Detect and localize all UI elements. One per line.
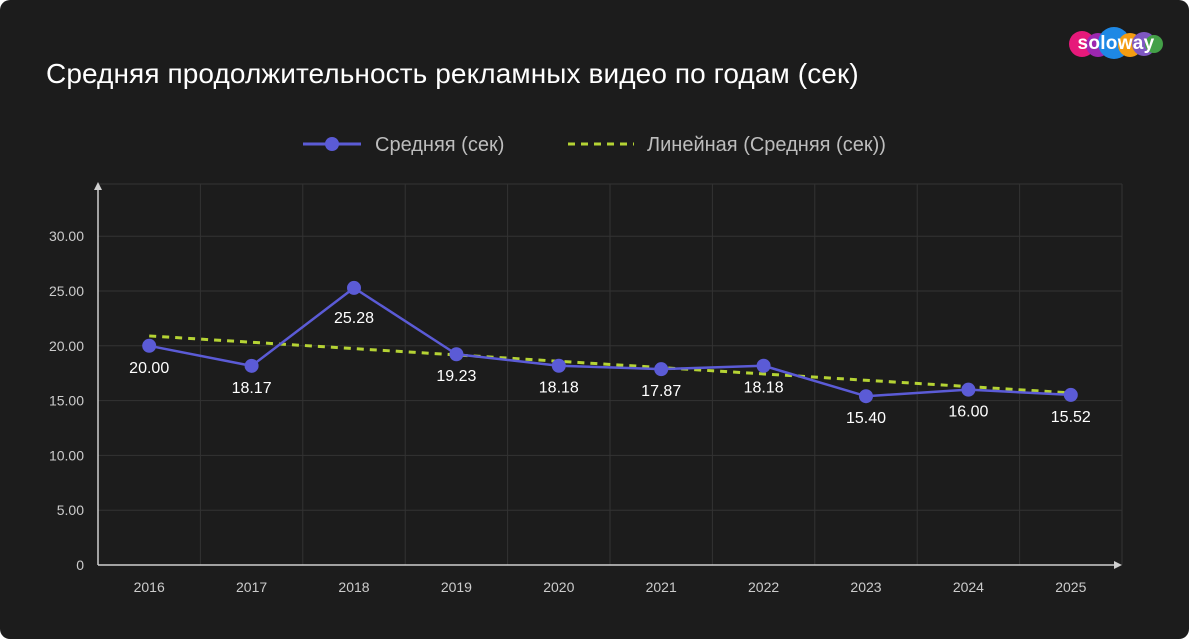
x-tick-label: 2018 [338,579,369,595]
y-axis-arrow [94,182,102,190]
legend-label-trend[interactable]: Линейная (Средняя (сек)) [647,134,886,156]
logo-circle-6 [1145,35,1163,53]
trendline [149,334,1071,395]
x-tick-label: 2019 [441,579,472,595]
soloway-logo: soloway [1068,26,1164,62]
chart-legend[interactable]: Средняя (сек) Линейная (Средняя (сек)) [303,134,886,156]
y-tick-label: 25.00 [49,283,84,299]
y-tick-label: 5.00 [57,502,84,518]
x-tick-label: 2020 [543,579,574,595]
y-tick-label: 30.00 [49,228,84,244]
data-point[interactable] [654,362,669,377]
data-point[interactable] [551,358,566,373]
data-point[interactable] [859,389,873,404]
y-axis-ticks: 0 5.00 10.00 15.00 20.00 25.00 30.00 [49,228,84,573]
y-tick-label: 10.00 [49,447,84,463]
data-point[interactable] [244,358,259,373]
legend-marker-dot [325,137,339,151]
x-tick-label: 2022 [748,579,779,595]
data-point[interactable] [449,347,464,362]
data-label: 17.87 [641,383,681,400]
data-label: 15.40 [846,410,886,427]
data-label: 18.17 [232,380,272,397]
y-tick-label: 20.00 [49,338,84,354]
chart-title: Средняя продолжительность рекламных виде… [46,58,859,89]
logo-circles [1069,27,1163,59]
trendline-path [149,334,1071,395]
legend-label-average[interactable]: Средняя (сек) [375,134,504,156]
data-label: 16.00 [948,404,988,421]
x-tick-label: 2025 [1055,579,1086,595]
data-label: 20.00 [129,360,169,377]
x-axis-ticks: 2016 2017 2018 2019 2020 2021 2022 2023 2024 2025 [134,579,1087,595]
data-label: 18.18 [539,380,579,397]
data-label: 25.28 [334,310,374,327]
data-point[interactable] [961,382,976,397]
data-point[interactable] [142,338,157,353]
data-label: 19.23 [436,368,476,385]
x-tick-label: 2024 [953,579,984,595]
series-average [142,280,1078,404]
data-labels: 20.00 18.17 25.28 19.23 18.18 17.87 18.18 15.40… [129,310,1091,427]
data-point[interactable] [756,358,771,373]
x-axis-arrow [1114,561,1122,569]
logo-text: soloway [1077,33,1155,54]
data-point[interactable] [1063,387,1078,402]
data-label: 18.18 [744,380,784,397]
y-tick-label: 0 [76,557,84,573]
chart-grid [98,183,1123,565]
series-line [148,286,1071,398]
x-tick-label: 2017 [236,579,267,595]
data-label: 15.52 [1051,409,1091,426]
chart-axes [94,182,1122,569]
x-tick-label: 2023 [850,579,881,595]
x-tick-label: 2016 [134,579,165,595]
data-point[interactable] [347,280,361,295]
x-tick-label: 2021 [646,579,677,595]
y-tick-label: 15.00 [49,393,84,409]
